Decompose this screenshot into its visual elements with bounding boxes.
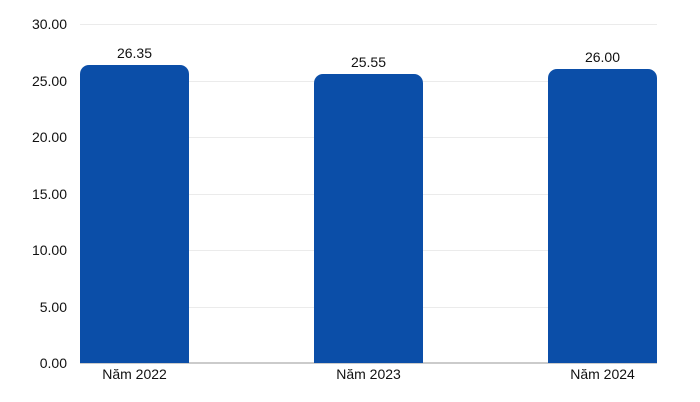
y-tick-label: 15.00	[31, 185, 67, 202]
bar-group-nam-2023: 25.55	[314, 24, 423, 363]
x-category-label: Năm 2023	[336, 366, 401, 382]
bar-value-label: 25.55	[350, 54, 387, 71]
y-tick-label: 20.00	[31, 129, 67, 145]
gridline	[80, 24, 657, 25]
gridline baseline	[80, 362, 657, 364]
y-tick-label: 5.00	[39, 298, 67, 315]
bar-series: 26.35 25.55 26.00	[80, 24, 657, 363]
x-axis: Năm 2022 Năm 2023 Năm 2024	[80, 366, 657, 382]
bar-nam-2022	[80, 65, 189, 363]
y-tick-label: 30.00	[31, 16, 67, 32]
bar-group-nam-2024: 26.00	[548, 24, 657, 363]
x-category-label: Năm 2022	[102, 366, 167, 382]
y-tick-label: 0.00	[39, 355, 67, 371]
bar-value-label: 26.00	[584, 49, 621, 66]
bar-value-label: 26.35	[116, 45, 153, 62]
x-category-label: Năm 2024	[570, 366, 635, 382]
y-tick-label: 25.00	[31, 72, 67, 89]
bar-nam-2024	[548, 69, 657, 363]
plot-area: 26.35 25.55 26.00	[80, 24, 657, 364]
bar-group-nam-2022: 26.35	[80, 24, 189, 363]
y-tick-label: 10.00	[31, 242, 67, 258]
bar-nam-2023	[314, 74, 423, 363]
